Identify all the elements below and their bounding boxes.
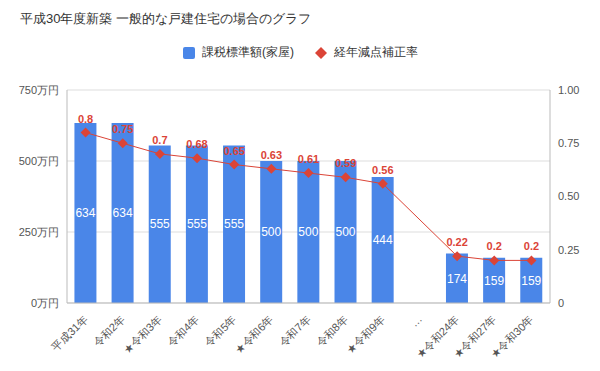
html-text:課税標準額(家屋): 課税標準額(家屋) xyxy=(202,45,294,59)
svg-text:★令和3年: ★令和3年 xyxy=(121,313,164,356)
svg-text:…: … xyxy=(408,313,424,329)
html-text:経年減点補正率: 経年減点補正率 xyxy=(334,45,418,59)
svg-text:500: 500 xyxy=(335,225,355,239)
svg-text:159: 159 xyxy=(484,274,504,288)
svg-text:250万円: 250万円 xyxy=(19,226,59,238)
html-text:平成30年度新築 一般的な戸建住宅の場合のグラフ: 平成30年度新築 一般的な戸建住宅の場合のグラフ xyxy=(20,11,312,26)
svg-text:0.2: 0.2 xyxy=(487,240,502,252)
svg-text:令和4年: 令和4年 xyxy=(165,313,201,349)
svg-text:0.2: 0.2 xyxy=(524,240,539,252)
svg-text:令和8年: 令和8年 xyxy=(314,313,350,349)
svg-text:1.00: 1.00 xyxy=(558,84,579,96)
svg-text:0.75: 0.75 xyxy=(112,123,133,135)
svg-text:555: 555 xyxy=(150,217,170,231)
svg-text:0.63: 0.63 xyxy=(261,149,282,161)
svg-text:555: 555 xyxy=(187,217,207,231)
svg-text:0.65: 0.65 xyxy=(223,145,244,157)
svg-text:★令和9年: ★令和9年 xyxy=(344,313,387,356)
svg-text:500: 500 xyxy=(261,225,281,239)
svg-text:0.56: 0.56 xyxy=(372,164,393,176)
svg-text:0.50: 0.50 xyxy=(558,190,579,202)
svg-text:634: 634 xyxy=(113,206,133,220)
svg-text:0: 0 xyxy=(558,297,564,309)
svg-text:0.68: 0.68 xyxy=(186,138,207,150)
svg-text:0万円: 0万円 xyxy=(31,297,59,309)
svg-text:★令和24年: ★令和24年 xyxy=(413,312,462,361)
svg-text:平成31年: 平成31年 xyxy=(49,313,89,353)
svg-text:★令和27年: ★令和27年 xyxy=(451,312,499,361)
svg-text:500: 500 xyxy=(298,225,318,239)
svg-text:0.7: 0.7 xyxy=(152,134,167,146)
svg-text:0.25: 0.25 xyxy=(558,244,579,256)
svg-text:★令和6年: ★令和6年 xyxy=(232,313,275,356)
svg-text:0.75: 0.75 xyxy=(558,137,579,149)
svg-text:0.8: 0.8 xyxy=(78,113,93,125)
svg-text:634: 634 xyxy=(75,206,95,220)
svg-text:令和5年: 令和5年 xyxy=(202,313,238,349)
svg-text:444: 444 xyxy=(373,233,393,247)
svg-text:0.22: 0.22 xyxy=(446,236,467,248)
svg-text:750万円: 750万円 xyxy=(19,84,59,96)
svg-text:令和2年: 令和2年 xyxy=(91,313,127,349)
svg-text:555: 555 xyxy=(224,217,244,231)
svg-text:0.59: 0.59 xyxy=(335,157,356,169)
svg-text:令和7年: 令和7年 xyxy=(277,313,313,349)
svg-text:500万円: 500万円 xyxy=(19,155,59,167)
svg-text:0.61: 0.61 xyxy=(298,153,319,165)
svg-text:174: 174 xyxy=(447,272,467,286)
svg-text:159: 159 xyxy=(521,274,541,288)
svg-text:★令和30年: ★令和30年 xyxy=(488,313,535,360)
